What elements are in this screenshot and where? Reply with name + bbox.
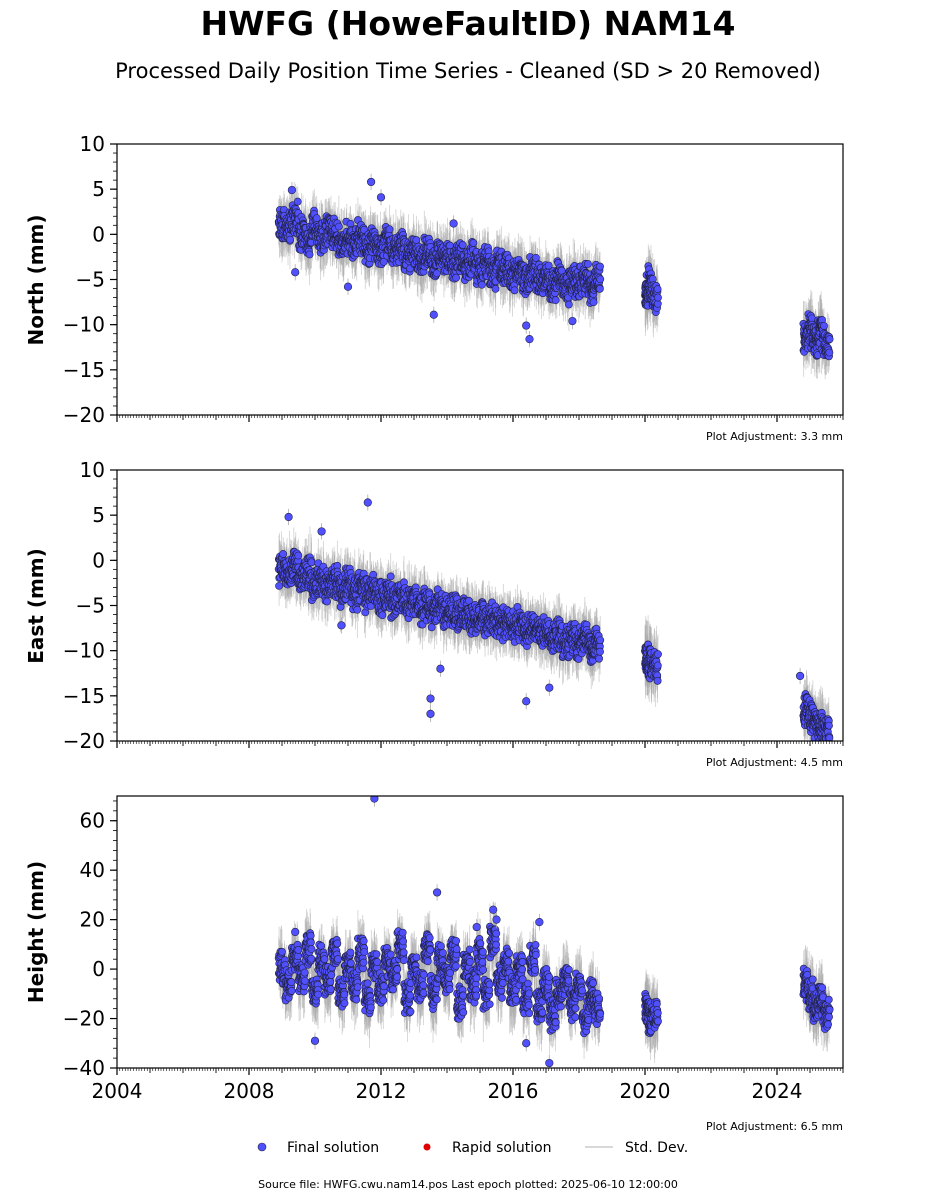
- east-plot-adjustment: Plot Adjustment: 4.5 mm: [706, 756, 843, 769]
- north-panel: North (mm) Plot Adjustment: 3.3 mm 10 5 0 −…: [24, 132, 844, 443]
- north-point: [385, 225, 394, 234]
- north-point: [469, 239, 478, 247]
- north-axis-label: North (mm): [24, 214, 48, 345]
- north-outlier-point: [568, 316, 577, 326]
- north-ytick-label: 10: [80, 132, 105, 156]
- north-point: [478, 280, 486, 289]
- east-data: [274, 494, 834, 741]
- north-outlier-point: [449, 219, 458, 228]
- chart-title: HWFG (HoweFaultID) NAM14: [201, 4, 736, 43]
- north-plot-adjustment: Plot Adjustment: 3.3 mm: [706, 430, 843, 443]
- north-data: [274, 173, 834, 380]
- north-point: [305, 250, 314, 259]
- north-point: [596, 262, 604, 271]
- north-point: [334, 222, 343, 231]
- north-point: [551, 296, 560, 305]
- north-outlier-point: [343, 282, 353, 291]
- north-point: [510, 286, 519, 295]
- north-point: [412, 236, 421, 244]
- north-ytick-label: −5: [76, 268, 105, 292]
- north-ytick-label: 5: [92, 177, 105, 201]
- north-outlier-point: [429, 310, 438, 319]
- north-ytick-label: −10: [63, 313, 105, 337]
- north-point: [596, 275, 605, 284]
- north-point: [825, 348, 834, 357]
- east-axis-label: East (mm): [24, 548, 48, 664]
- north-point: [825, 335, 834, 344]
- north-point: [532, 253, 540, 262]
- north-point: [595, 284, 604, 293]
- north-ytick-label: 0: [92, 222, 105, 246]
- north-point: [820, 321, 828, 330]
- north-point: [584, 260, 592, 268]
- north-outlier-point: [287, 185, 297, 195]
- north-point: [452, 273, 461, 282]
- north-point: [565, 300, 573, 309]
- north-outlier-point: [367, 177, 376, 187]
- north-point: [458, 241, 467, 249]
- north-point: [433, 269, 441, 278]
- north-outlier-point: [291, 268, 300, 277]
- north-point: [589, 298, 598, 307]
- north-outlier-point: [525, 335, 534, 344]
- north-point: [491, 285, 500, 293]
- north-outlier-point: [376, 193, 386, 202]
- north-point: [544, 261, 553, 270]
- north-ytick-label: −20: [63, 403, 105, 427]
- north-ytick-label: −15: [63, 358, 105, 382]
- north-point: [293, 197, 302, 206]
- chart-subtitle: Processed Daily Position Time Series - C…: [115, 59, 821, 83]
- north-point: [379, 257, 388, 266]
- north-point: [286, 235, 295, 244]
- east-panel: East (mm) Plot Adjustment: 4.5 mm 1050−5…: [24, 458, 844, 769]
- north-point: [654, 293, 662, 302]
- north-point: [653, 285, 662, 293]
- north-outlier-point: [522, 321, 531, 330]
